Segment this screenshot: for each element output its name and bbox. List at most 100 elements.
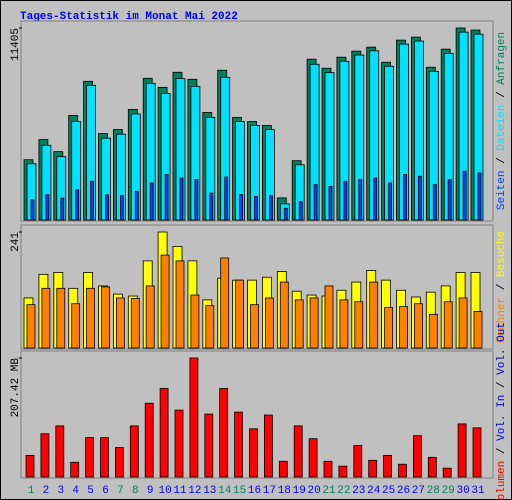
- x-tick-label: 28: [427, 485, 440, 497]
- legend-separator: /: [496, 441, 508, 461]
- bar: [90, 180, 94, 221]
- bar: [235, 279, 245, 349]
- bar: [447, 179, 452, 221]
- bar: [134, 190, 139, 221]
- x-tick-label: 7: [117, 485, 124, 497]
- x-tick-label: 13: [203, 485, 216, 497]
- bar: [353, 445, 363, 478]
- bar: [159, 388, 169, 478]
- y-tick-label: 11405: [10, 28, 22, 61]
- bar: [369, 281, 379, 349]
- legend-entry: Volumen: [496, 461, 508, 500]
- bar: [149, 182, 154, 221]
- x-tick-label: 22: [337, 485, 350, 497]
- x-tick-label: 1: [28, 485, 35, 497]
- bar: [279, 281, 289, 349]
- legend-separator: /: [496, 85, 508, 105]
- bar: [358, 179, 363, 221]
- legend: Rechner / Besuche: [496, 231, 508, 343]
- legend-entry: Dateien: [496, 104, 508, 150]
- bar: [250, 304, 259, 349]
- bar: [220, 257, 230, 349]
- bar: [383, 454, 393, 478]
- bar: [60, 197, 65, 221]
- bar: [25, 454, 35, 478]
- bar: [145, 285, 155, 349]
- x-tick-label: 30: [456, 485, 469, 497]
- bar: [427, 456, 437, 478]
- bar: [120, 195, 124, 221]
- bar: [462, 170, 467, 221]
- x-tick-label: 19: [293, 485, 306, 497]
- bar: [56, 287, 66, 349]
- bar: [219, 388, 229, 478]
- chart-title: Tages-Statistik im Monat Mai 2022: [20, 11, 238, 23]
- bar: [101, 286, 110, 349]
- legend: Volumen / Vol. In / Vol. Out: [496, 322, 508, 500]
- bar: [30, 199, 35, 221]
- x-tick-label: 18: [278, 485, 291, 497]
- x-tick-label: 21: [322, 485, 336, 497]
- bar: [324, 285, 334, 349]
- x-tick-label: 12: [188, 485, 201, 497]
- x-tick-label: 9: [147, 485, 154, 497]
- bar: [442, 467, 452, 478]
- x-tick-label: 10: [158, 485, 171, 497]
- x-tick-label: 24: [367, 485, 381, 497]
- bar: [373, 177, 378, 221]
- x-tick-label: 23: [352, 485, 365, 497]
- legend-entry: Besuche: [496, 231, 508, 277]
- bar: [343, 180, 348, 221]
- bar: [354, 301, 364, 349]
- x-tick-label: 8: [132, 485, 139, 497]
- x-tick-label: 31: [471, 485, 485, 497]
- bar: [339, 299, 349, 349]
- x-tick-label: 4: [72, 485, 79, 497]
- bar: [116, 297, 125, 349]
- legend-entry: Vol. In: [496, 395, 508, 441]
- bar: [443, 301, 453, 349]
- bar: [41, 287, 51, 349]
- bar: [55, 425, 65, 478]
- bar: [45, 194, 50, 221]
- bar: [412, 435, 422, 478]
- bar: [85, 437, 94, 478]
- bar: [204, 413, 214, 478]
- bar: [105, 194, 109, 221]
- legend-entry: Anfragen: [496, 32, 508, 85]
- x-tick-label: 27: [412, 485, 425, 497]
- x-tick-label: 6: [102, 485, 109, 497]
- x-tick-label: 5: [87, 485, 94, 497]
- x-tick-label: 3: [57, 485, 64, 497]
- bar: [40, 433, 50, 478]
- bar: [239, 194, 244, 221]
- bar: [26, 304, 36, 349]
- bar: [313, 184, 318, 221]
- bar: [413, 303, 423, 349]
- bar: [264, 297, 274, 349]
- bar: [472, 427, 482, 478]
- bar: [298, 201, 303, 221]
- bar: [368, 459, 378, 478]
- bar: [457, 423, 467, 478]
- bar: [130, 298, 140, 349]
- bar: [249, 428, 258, 478]
- bar: [144, 402, 154, 478]
- x-tick-label: 16: [248, 485, 261, 497]
- bar: [190, 294, 200, 349]
- x-tick-label: 20: [307, 485, 320, 497]
- bar: [309, 297, 319, 349]
- bar: [338, 465, 348, 478]
- bar: [224, 176, 229, 221]
- x-tick-label: 14: [218, 485, 232, 497]
- bar: [100, 437, 109, 478]
- bar: [194, 179, 199, 221]
- bar: [388, 182, 393, 221]
- bar: [268, 195, 273, 221]
- bar: [278, 460, 288, 478]
- bar: [403, 174, 407, 221]
- bar: [234, 411, 244, 478]
- x-tick-label: 2: [43, 485, 50, 497]
- bar: [293, 425, 303, 478]
- bar: [477, 172, 482, 221]
